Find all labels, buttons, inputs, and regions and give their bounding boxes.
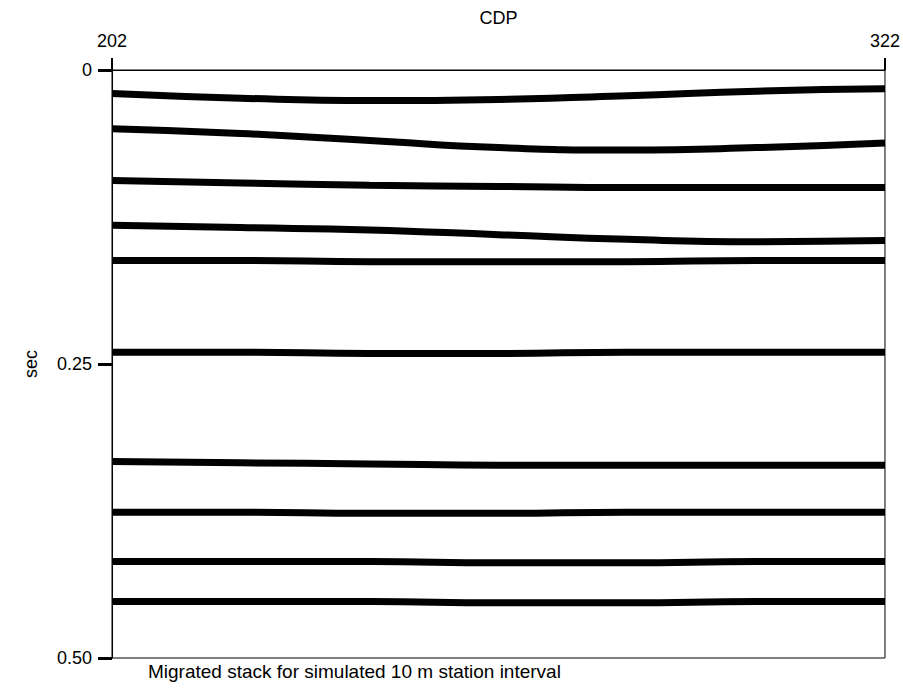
svg-text:0.50: 0.50 [57, 648, 92, 668]
svg-text:202: 202 [97, 31, 127, 51]
svg-text:CDP: CDP [479, 8, 517, 28]
svg-text:0.25: 0.25 [57, 354, 92, 374]
svg-text:322: 322 [870, 31, 900, 51]
svg-text:Migrated stack for simulated 1: Migrated stack for simulated 10 m statio… [148, 661, 561, 682]
svg-text:0: 0 [82, 60, 92, 80]
svg-text:sec: sec [21, 350, 41, 378]
